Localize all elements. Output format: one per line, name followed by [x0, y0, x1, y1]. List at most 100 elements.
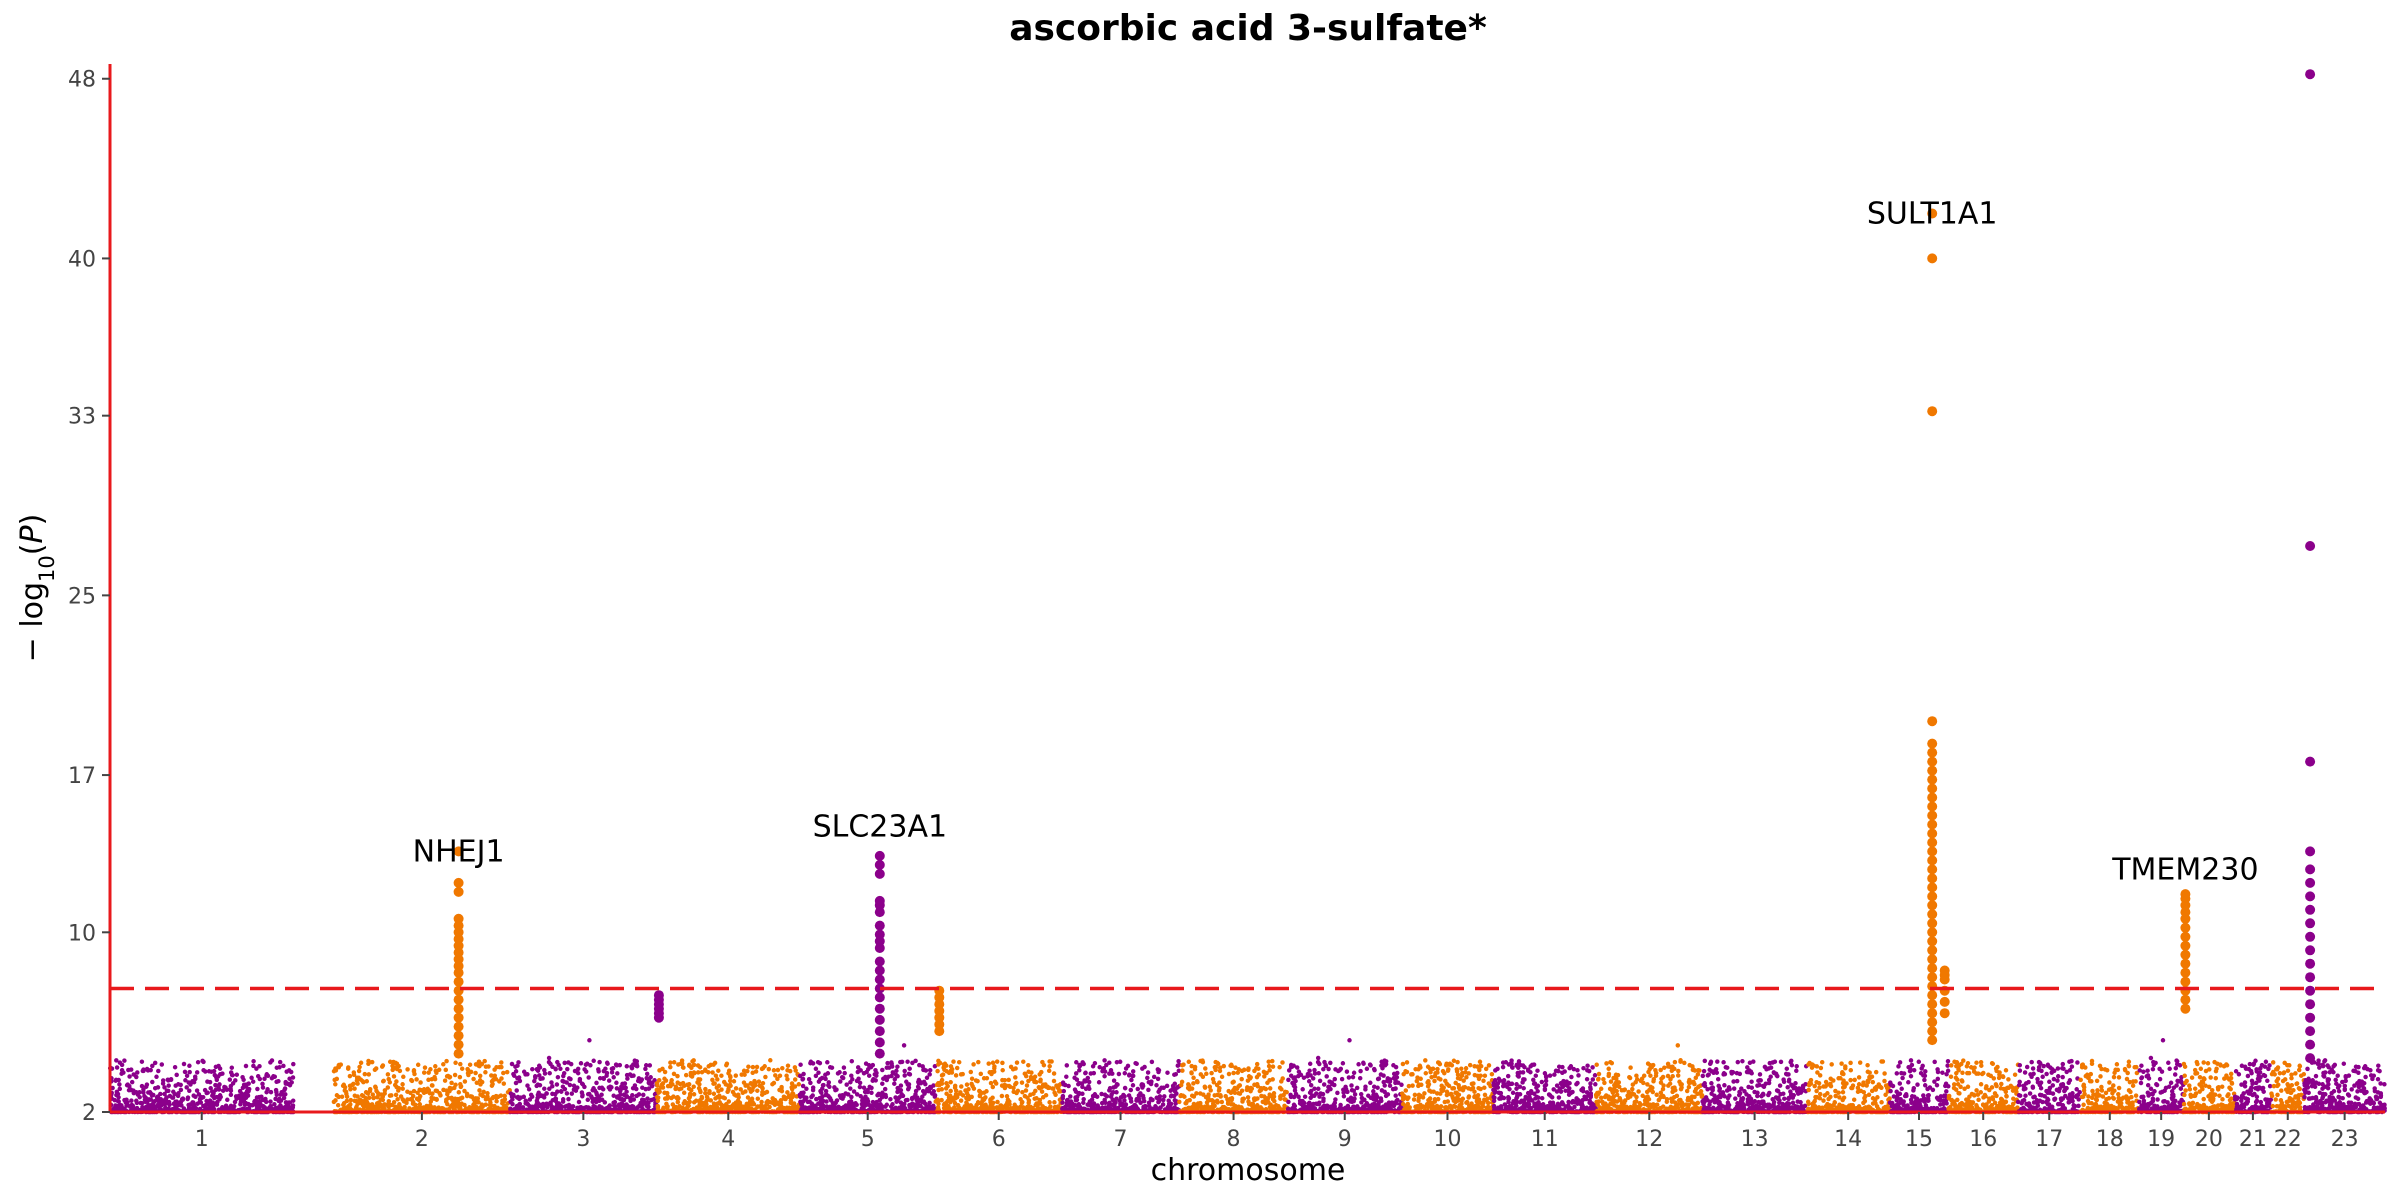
chromosome-9-snp-dots — [1285, 1038, 1404, 1115]
peak-point — [874, 859, 885, 870]
peak-point — [874, 943, 885, 953]
peak-point — [453, 1039, 464, 1050]
peak-point — [1927, 837, 1938, 848]
peak-point — [874, 974, 885, 985]
x-tick-label: 7 — [1114, 1127, 1128, 1152]
peak-point — [874, 850, 885, 861]
peak-point — [1927, 716, 1938, 727]
gene-label-sult1a1: SULT1A1 — [1867, 197, 1998, 232]
chromosome-22-points — [2269, 1060, 2307, 1115]
chromosome-3-snp-dots — [507, 1038, 659, 1115]
chromosome-14-points — [1805, 1059, 1892, 1115]
chromosome-2-points — [331, 1058, 512, 1115]
peak-point — [2180, 949, 2191, 960]
peak-point — [1927, 747, 1938, 758]
peak-chr2-0 — [453, 846, 464, 1059]
peak-point — [2305, 1012, 2316, 1023]
x-tick-label: 1 — [195, 1127, 209, 1152]
peak-point — [1927, 819, 1938, 830]
peak-point — [453, 877, 464, 888]
y-tick-label: 40 — [68, 247, 96, 272]
chromosome-18-points — [2078, 1058, 2141, 1115]
peak-point — [653, 1012, 664, 1023]
peak-point — [2305, 972, 2316, 983]
peak-point — [1927, 1017, 1938, 1028]
chromosome-20-snp-dots — [2180, 1059, 2237, 1115]
peak-chr16-5 — [1939, 965, 1950, 1019]
peak-point — [2305, 891, 2316, 902]
y-axis-title: − log10(P) — [15, 514, 59, 663]
chromosome-4-points — [654, 1058, 802, 1115]
x-tick-label: 5 — [861, 1127, 875, 1152]
x-axis-ticks: 1 2 3 4 5 6 7 8 9 10 11 12 13 14 15 16 17 18 19 20 21 22 23 — [195, 1112, 2359, 1152]
x-tick-label: 4 — [721, 1127, 735, 1152]
peak-point — [2305, 1026, 2316, 1037]
peak-point — [1927, 1035, 1938, 1046]
chromosome-17-snp-dots — [2015, 1058, 2082, 1115]
chromosome-15-snp-dots — [1887, 1058, 1951, 1115]
chromosome-7-snp-dots — [1060, 1058, 1182, 1115]
peak-point — [1927, 972, 1938, 983]
chromosome-12-points — [1593, 1043, 1705, 1115]
y-tick-label: 48 — [68, 68, 96, 93]
x-tick-label: 6 — [992, 1127, 1006, 1152]
peak-point — [874, 965, 885, 976]
x-tick-label: 14 — [1834, 1127, 1862, 1152]
chromosome-22-snp-dots — [2269, 1060, 2307, 1115]
chromosome-12-snp-dots — [1593, 1043, 1705, 1115]
chromosome-15-points — [1887, 1058, 1951, 1115]
chromosome-5-snp-dots — [797, 1043, 938, 1115]
peak-chr6-3 — [934, 985, 945, 1037]
chromosome-9-points — [1285, 1038, 1404, 1115]
peak-chr20-6 — [2180, 889, 2191, 1014]
chromosome-19-points — [2137, 1038, 2186, 1115]
peak-point — [874, 992, 885, 1003]
peak-point — [2305, 846, 2316, 857]
gene-label-tmem230: TMEM230 — [2111, 852, 2258, 887]
peak-point — [2180, 1003, 2191, 1014]
peak-point — [2180, 931, 2191, 942]
peak-point — [1927, 873, 1938, 884]
peak-point — [2305, 985, 2316, 996]
x-tick-label: 17 — [2035, 1127, 2063, 1152]
x-tick-label: 12 — [1635, 1127, 1663, 1152]
peak-point — [1927, 801, 1938, 812]
peak-point — [874, 920, 885, 931]
x-tick-label: 18 — [2096, 1127, 2124, 1152]
peak-point — [2305, 931, 2316, 942]
chromosome-7-points — [1060, 1058, 1182, 1115]
peak-point — [1927, 999, 1938, 1010]
peak-chr4-1 — [653, 990, 664, 1023]
x-tick-label: 9 — [1338, 1127, 1352, 1152]
chromosome-18-snp-dots — [2078, 1058, 2141, 1115]
x-tick-label: 8 — [1227, 1127, 1241, 1152]
x-tick-label: 3 — [576, 1127, 590, 1152]
peak-point — [1927, 1008, 1938, 1019]
chromosome-10-points — [1399, 1058, 1495, 1115]
peak-point — [2180, 913, 2191, 924]
y-tick-label: 2 — [82, 1101, 96, 1126]
y-axis-ticks: 2 10 17 25 33 40 48 — [68, 68, 110, 1126]
y-tick-label: 17 — [68, 764, 96, 789]
peak-point — [1927, 954, 1938, 965]
peak-point — [874, 1037, 885, 1048]
peak-point — [1927, 864, 1938, 875]
x-tick-label: 15 — [1905, 1127, 1933, 1152]
y-tick-label: 33 — [68, 405, 96, 430]
peak-point — [874, 1014, 885, 1025]
chromosome-23-points — [2302, 1058, 2387, 1115]
peak-point — [2305, 1039, 2316, 1050]
peak-point — [874, 907, 885, 918]
peak-chr5-2 — [874, 850, 885, 1059]
chromosome-19-snp-dots — [2137, 1038, 2186, 1115]
peak-point — [1927, 936, 1938, 947]
chromosome-16-points — [1946, 1058, 2021, 1115]
peak-point — [2180, 940, 2191, 951]
peak-point — [1927, 909, 1938, 920]
chromosome-16-snp-dots — [1946, 1058, 2021, 1115]
peak-point — [1927, 828, 1938, 839]
chromosome-1-points — [107, 1058, 296, 1115]
x-tick-label: 19 — [2147, 1127, 2175, 1152]
peak-point — [874, 983, 885, 994]
